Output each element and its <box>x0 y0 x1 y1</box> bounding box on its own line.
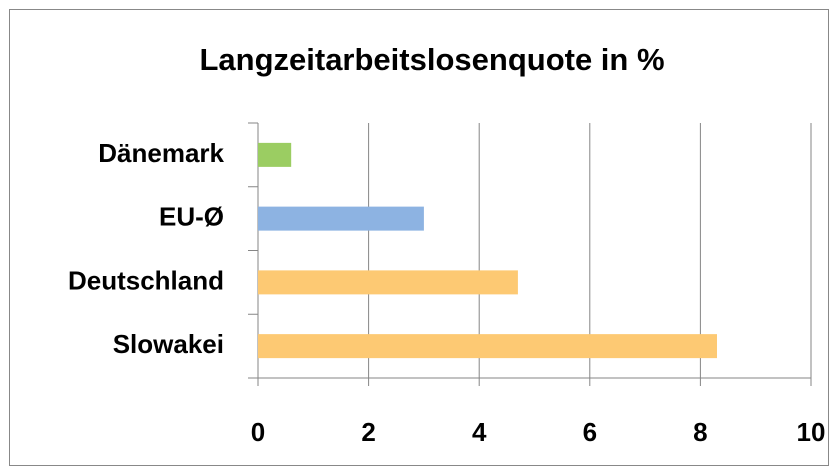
y-tick-label: Deutschland <box>68 265 224 295</box>
x-tick-label: 10 <box>797 417 826 447</box>
x-tick-label: 2 <box>361 417 375 447</box>
y-tick-label: EU-Ø <box>159 202 224 232</box>
x-tick-label: 4 <box>472 417 487 447</box>
y-tick-label: Slowakei <box>113 329 224 359</box>
bar <box>258 334 717 359</box>
bar <box>258 206 424 231</box>
chart-frame <box>9 9 829 466</box>
y-tick-label: Dänemark <box>98 138 224 168</box>
x-tick-label: 0 <box>251 417 265 447</box>
chart-title: Langzeitarbeitslosenquote in % <box>199 42 664 77</box>
bar <box>258 270 518 295</box>
bar <box>258 142 292 167</box>
x-tick-label: 8 <box>693 417 707 447</box>
x-tick-label: 6 <box>583 417 597 447</box>
